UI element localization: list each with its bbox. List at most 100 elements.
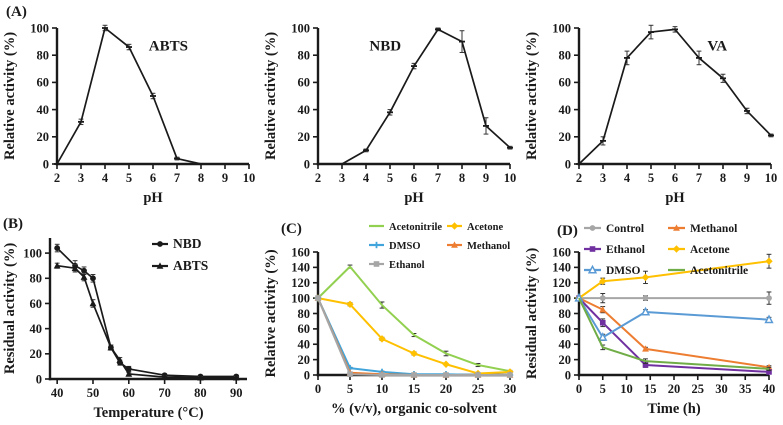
svg-text:20: 20 (559, 130, 572, 144)
svg-text:40: 40 (763, 382, 776, 396)
svg-text:60: 60 (37, 76, 50, 90)
plot-annotation: NBD (369, 39, 401, 55)
svg-text:80: 80 (559, 307, 572, 321)
svg-text:DMSO: DMSO (606, 265, 641, 277)
svg-text:100: 100 (291, 291, 310, 305)
svg-text:10: 10 (243, 171, 256, 185)
series-nbd (339, 27, 513, 165)
svg-text:pH: pH (404, 190, 424, 206)
legend-entry-acetonitrile: Acetonitrile (369, 222, 442, 233)
svg-text:9: 9 (744, 171, 750, 185)
svg-text:60: 60 (30, 297, 43, 311)
svg-text:4: 4 (363, 171, 370, 185)
chart-ph-va: 2 3 4 5 6 7 8 9 10 0 20 40 60 80 100 pH Relative activit… (522, 0, 783, 215)
svg-text:3: 3 (78, 171, 84, 185)
svg-text:60: 60 (559, 322, 572, 336)
svg-text:% (v/v), organic co-solvent: % (v/v), organic co-solvent (331, 401, 497, 417)
svg-text:0: 0 (304, 368, 310, 382)
svg-text:60: 60 (559, 76, 572, 90)
svg-text:Methanol: Methanol (690, 223, 737, 235)
legend: NBD ABTS (152, 236, 208, 273)
svg-text:2: 2 (54, 171, 60, 185)
series-acetonitrile (315, 264, 513, 373)
chart-ph-nbd: 2 3 4 5 6 7 8 9 10 0 20 40 60 80 100 pH Relative activit… (261, 0, 522, 215)
svg-text:0: 0 (36, 372, 42, 386)
svg-text:5: 5 (347, 382, 353, 396)
series-nbd (54, 243, 240, 380)
svg-text:90: 90 (230, 386, 243, 400)
svg-text:70: 70 (158, 386, 171, 400)
svg-text:8: 8 (720, 171, 726, 185)
svg-text:120: 120 (552, 276, 571, 290)
series-ethanol (315, 295, 513, 378)
series-abts (53, 262, 240, 381)
svg-text:5: 5 (600, 382, 606, 396)
svg-text:60: 60 (298, 76, 311, 90)
svg-text:4: 4 (102, 171, 109, 185)
svg-text:20: 20 (298, 353, 311, 367)
svg-text:10: 10 (620, 382, 633, 396)
svg-text:100: 100 (23, 246, 42, 260)
svg-text:Temperature (°C): Temperature (°C) (93, 405, 203, 421)
svg-text:5: 5 (387, 171, 393, 185)
svg-text:pH: pH (665, 190, 685, 206)
svg-text:8: 8 (198, 171, 204, 185)
panel-label-b: (B) (3, 216, 23, 232)
svg-text:8: 8 (459, 171, 465, 185)
series-methanol (575, 294, 773, 371)
legend-entry-ethanol: Ethanol (369, 260, 425, 271)
svg-text:20: 20 (559, 353, 572, 367)
svg-text:15: 15 (408, 382, 421, 396)
series-va (576, 24, 774, 165)
svg-text:ABTS: ABTS (149, 39, 188, 55)
svg-text:140: 140 (552, 261, 571, 275)
svg-text:20: 20 (37, 130, 50, 144)
legend-entry-acetonitrile: Acetonitrile (668, 265, 748, 277)
svg-text:10: 10 (504, 171, 517, 185)
svg-text:40: 40 (559, 103, 572, 117)
svg-text:Acetone: Acetone (467, 222, 503, 233)
svg-text:6: 6 (411, 171, 417, 185)
svg-text:25: 25 (692, 382, 705, 396)
svg-text:7: 7 (174, 171, 180, 185)
svg-text:0: 0 (304, 157, 310, 171)
svg-text:Relative activity (%): Relative activity (%) (524, 32, 540, 160)
axes: 0 5 10 15 20 25 30 35 40020406080100120140160Tim… (524, 245, 775, 417)
svg-text:160: 160 (552, 245, 571, 259)
plot-annotation: VA (707, 39, 727, 55)
svg-text:0: 0 (315, 382, 321, 396)
svg-text:pH: pH (143, 190, 163, 206)
panel-label-c: (C) (281, 221, 302, 237)
chart-solvent-time-course: 0 5 10 15 20 25 30 35 40 0 20 40 60 80 100 120 140 160 Tim… (522, 210, 783, 425)
svg-text:40: 40 (298, 338, 311, 352)
legend-entry-dmso: DMSO (369, 241, 421, 252)
legend-entry-acetone: Acetone (668, 244, 730, 256)
svg-text:0: 0 (565, 368, 571, 382)
svg-text:80: 80 (30, 272, 43, 286)
chart-ph-abts: 2 3 4 5 6 7 8 9 10 0 20 40 60 80 100 pH Relative activit… (0, 0, 261, 215)
svg-text:60: 60 (298, 322, 311, 336)
series-dmso (574, 292, 774, 341)
svg-text:Methanol: Methanol (467, 241, 510, 252)
svg-text:20: 20 (668, 382, 681, 396)
svg-text:40: 40 (37, 103, 50, 117)
svg-text:3: 3 (339, 171, 345, 185)
chart-cosolvent-concentration: 0 5 10 15 20 25 30 0 20 40 60 80 100 120 140 160% (v/v)… (261, 210, 522, 425)
svg-text:0: 0 (565, 157, 571, 171)
plot-annotation: ABTS (149, 39, 188, 55)
svg-text:Time (h): Time (h) (647, 401, 700, 417)
svg-text:6: 6 (672, 171, 678, 185)
svg-text:5: 5 (648, 171, 654, 185)
svg-text:7: 7 (435, 171, 441, 185)
svg-text:Relative activity (%): Relative activity (%) (2, 32, 18, 160)
svg-text:0: 0 (43, 157, 49, 171)
svg-text:Residual activity (%): Residual activity (%) (524, 248, 540, 379)
svg-text:100: 100 (291, 21, 310, 35)
svg-text:160: 160 (291, 245, 310, 259)
